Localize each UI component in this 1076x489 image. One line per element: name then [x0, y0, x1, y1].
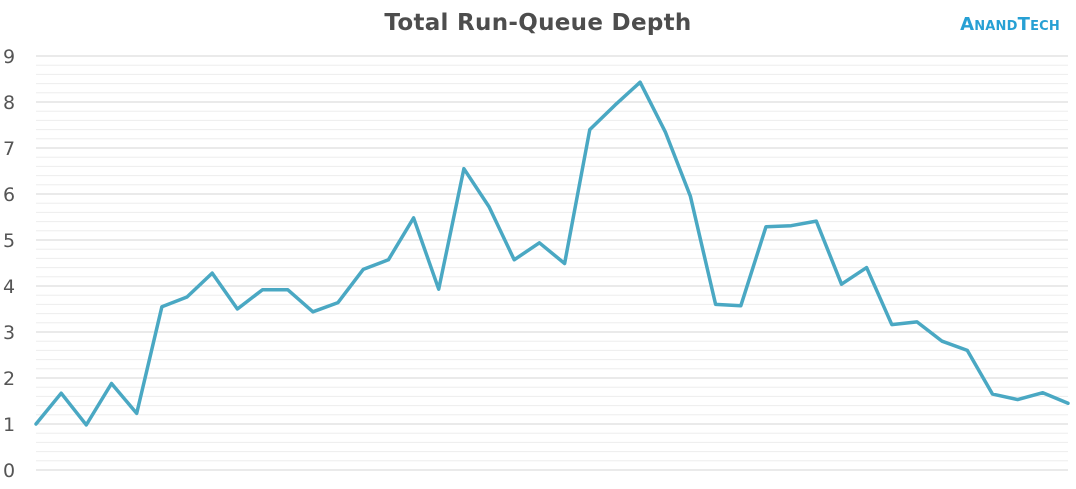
data-point	[186, 296, 188, 298]
data-point	[462, 167, 465, 170]
data-point	[588, 128, 591, 131]
data-point	[1041, 391, 1044, 394]
data-point	[865, 266, 868, 269]
data-point	[60, 392, 63, 395]
anandtech-logo: AnandTech	[960, 14, 1060, 35]
data-point	[337, 301, 339, 304]
data-point	[1067, 402, 1069, 405]
data-point	[890, 323, 893, 326]
data-point	[35, 423, 37, 425]
data-point	[135, 412, 138, 415]
data-point	[739, 304, 742, 307]
data-point	[714, 303, 717, 306]
minor-grid	[36, 64, 1068, 462]
y-tick-label: 6	[3, 184, 15, 206]
series-line	[34, 80, 1070, 427]
data-point	[85, 423, 88, 426]
data-point	[1016, 398, 1019, 401]
series-layer	[34, 80, 1070, 427]
y-tick-label: 0	[3, 460, 15, 482]
data-point	[211, 272, 214, 275]
y-axis: 0 1 2 3 4 5 6 7 8 9	[3, 46, 15, 482]
y-tick-label: 4	[3, 276, 15, 298]
data-point	[538, 241, 541, 244]
y-tick-label: 8	[3, 92, 15, 114]
y-tick-label: 7	[3, 138, 15, 160]
data-point	[664, 130, 667, 133]
data-point	[916, 320, 918, 323]
data-point	[991, 393, 994, 396]
data-point	[966, 349, 969, 352]
data-point	[689, 195, 692, 198]
chart-title: Total Run-Queue Depth	[384, 10, 692, 36]
data-point	[412, 216, 415, 219]
y-tick-label: 5	[3, 230, 15, 252]
data-point	[513, 258, 516, 261]
data-point	[286, 288, 289, 291]
major-grid	[36, 55, 1068, 471]
data-point	[765, 225, 767, 228]
data-point	[563, 262, 566, 265]
data-point	[790, 224, 793, 227]
y-tick-label: 9	[3, 46, 15, 68]
y-tick-label: 2	[3, 368, 15, 390]
data-point	[488, 205, 491, 208]
data-point	[613, 104, 616, 107]
data-point	[941, 340, 944, 343]
data-point	[160, 305, 163, 308]
data-point	[236, 308, 239, 310]
data-point	[110, 382, 113, 385]
y-tick-label: 1	[3, 414, 15, 436]
data-point	[639, 81, 642, 84]
data-point	[815, 220, 818, 223]
data-point	[840, 283, 843, 286]
data-point	[362, 268, 365, 271]
data-point	[437, 288, 440, 291]
y-tick-label: 3	[3, 322, 15, 344]
data-point	[387, 258, 390, 261]
data-point	[261, 288, 264, 291]
data-point	[311, 310, 314, 313]
